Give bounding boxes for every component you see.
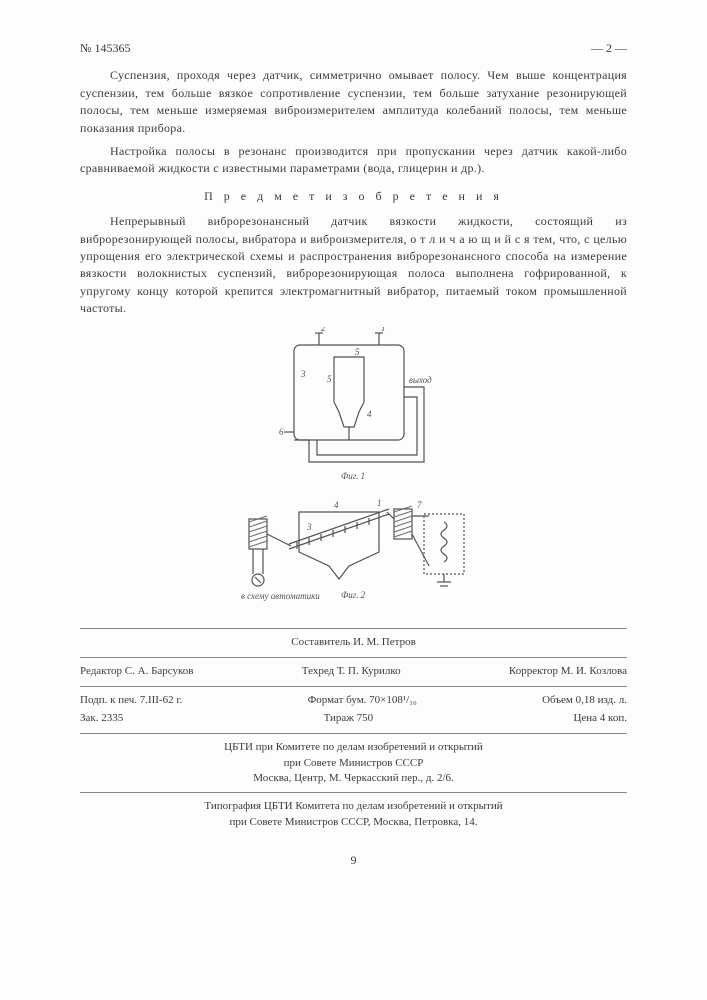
fig1-label-1: 1 bbox=[381, 327, 386, 333]
page-label: — 2 — bbox=[591, 40, 627, 57]
corrector: Корректор М. И. Козлова bbox=[509, 664, 627, 680]
fig1-label-3: 3 bbox=[300, 369, 306, 379]
fig1-label-5b: 5 bbox=[327, 374, 332, 384]
fig2-bottom-text: в схему автоматики bbox=[241, 591, 320, 601]
divider-5 bbox=[80, 792, 627, 793]
paragraph-1: Суспензия, проходя через датчик, симметр… bbox=[80, 67, 627, 137]
paragraph-3: Непрерывный виброрезонансный датчик вязк… bbox=[80, 213, 627, 317]
fig1-caption: Фиг. 1 bbox=[341, 471, 365, 481]
order: Зак. 2335 bbox=[80, 711, 123, 727]
page-number: 9 bbox=[80, 852, 627, 869]
divider-4 bbox=[80, 733, 627, 734]
paragraph-2: Настройка полосы в резонанс производится… bbox=[80, 143, 627, 178]
typo-line-2: при Совете Министров СССР, Москва, Петро… bbox=[80, 815, 627, 830]
sign-date: Подп. к печ. 7.III-62 г. bbox=[80, 693, 182, 709]
org-line-1: ЦБТИ при Комитете по делам изобретений и… bbox=[80, 740, 627, 755]
volume: Объем 0,18 изд. л. bbox=[542, 693, 627, 709]
doc-number: № 145365 bbox=[80, 40, 130, 57]
fig1-label-6: 6 bbox=[279, 427, 284, 437]
fig1-label-2: 2 bbox=[321, 327, 326, 333]
fig2-label-1: 1 bbox=[377, 498, 382, 508]
divider-3 bbox=[80, 686, 627, 687]
techred: Техред Т. П. Курилко bbox=[302, 664, 401, 680]
org-line-2: при Совете Министров СССР bbox=[80, 756, 627, 771]
fig2-caption: Фиг. 2 bbox=[341, 590, 366, 600]
fig1-out-label: выход bbox=[409, 375, 432, 385]
typo-line-1: Типография ЦБТИ Комитета по делам изобре… bbox=[80, 799, 627, 814]
divider-1 bbox=[80, 628, 627, 629]
fig2-label-7: 7 bbox=[417, 500, 422, 510]
composer-line: Составитель И. М. Петров bbox=[80, 635, 627, 651]
org-line-3: Москва, Центр, М. Черкасский пер., д. 2/… bbox=[80, 771, 627, 786]
fig2-label-4: 4 bbox=[334, 500, 339, 510]
fig1-label-4: 4 bbox=[367, 409, 372, 419]
section-title: П р е д м е т и з о б р е т е н и я bbox=[80, 188, 627, 205]
format: Формат бум. 70×108¹/₁₆ bbox=[308, 693, 417, 709]
editor: Редактор С. А. Барсуков bbox=[80, 664, 194, 680]
figure-1: 2 1 3 5 5 6 4 выход Фиг. 1 bbox=[259, 327, 449, 482]
fig2-label-3: 3 bbox=[306, 522, 312, 532]
divider-2 bbox=[80, 657, 627, 658]
tirazh: Тираж 750 bbox=[324, 711, 374, 727]
price: Цена 4 коп. bbox=[573, 711, 627, 727]
figure-2: 4 3 1 7 в схему автоматики Фиг. 2 bbox=[229, 494, 479, 614]
fig1-label-5a: 5 bbox=[355, 347, 360, 357]
